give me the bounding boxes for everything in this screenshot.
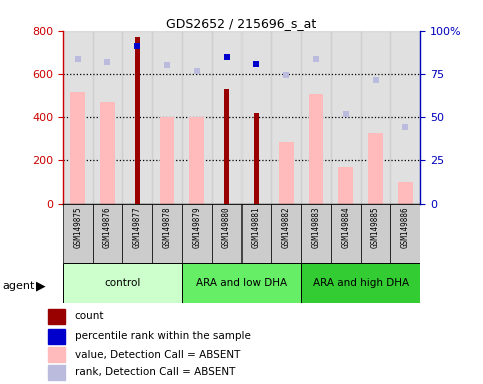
Bar: [48, 329, 65, 344]
Bar: [63, 31, 93, 204]
Bar: [63, 204, 93, 263]
Bar: [189, 117, 204, 204]
Text: GSM149875: GSM149875: [73, 207, 82, 248]
Text: value, Detection Call = ABSENT: value, Detection Call = ABSENT: [75, 350, 240, 360]
Bar: [242, 31, 271, 204]
Bar: [390, 31, 420, 204]
Text: GSM149876: GSM149876: [103, 207, 112, 248]
Bar: [301, 31, 331, 204]
Text: agent: agent: [2, 281, 35, 291]
Bar: [48, 347, 65, 362]
Bar: [309, 94, 324, 204]
Bar: [212, 31, 242, 204]
Bar: [271, 31, 301, 204]
Bar: [100, 102, 115, 204]
Text: GSM149880: GSM149880: [222, 207, 231, 248]
Text: GSM149878: GSM149878: [163, 207, 171, 248]
Bar: [301, 204, 331, 263]
Text: GSM149886: GSM149886: [401, 207, 410, 248]
Bar: [93, 31, 122, 204]
Text: rank, Detection Call = ABSENT: rank, Detection Call = ABSENT: [75, 367, 235, 377]
Bar: [361, 31, 390, 204]
Bar: [93, 204, 122, 263]
Text: GSM149883: GSM149883: [312, 207, 320, 248]
Bar: [182, 263, 301, 303]
Bar: [182, 31, 212, 204]
Bar: [271, 204, 301, 263]
Bar: [338, 167, 353, 204]
Text: ARA and high DHA: ARA and high DHA: [313, 278, 409, 288]
Bar: [70, 92, 85, 204]
Title: GDS2652 / 215696_s_at: GDS2652 / 215696_s_at: [166, 17, 317, 30]
Text: GSM149879: GSM149879: [192, 207, 201, 248]
Bar: [152, 31, 182, 204]
Bar: [279, 142, 294, 204]
Bar: [122, 31, 152, 204]
Text: ARA and low DHA: ARA and low DHA: [196, 278, 287, 288]
Bar: [398, 182, 413, 204]
Bar: [122, 204, 152, 263]
Text: GSM149885: GSM149885: [371, 207, 380, 248]
Bar: [368, 133, 383, 204]
Bar: [390, 204, 420, 263]
Bar: [361, 204, 390, 263]
Bar: [331, 31, 361, 204]
Bar: [224, 89, 229, 204]
Bar: [152, 204, 182, 263]
Text: GSM149877: GSM149877: [133, 207, 142, 248]
Text: GSM149884: GSM149884: [341, 207, 350, 248]
Bar: [159, 117, 174, 204]
Bar: [301, 263, 420, 303]
Bar: [331, 204, 361, 263]
Text: GSM149881: GSM149881: [252, 207, 261, 248]
Text: count: count: [75, 311, 104, 321]
Bar: [242, 204, 271, 263]
Bar: [135, 37, 140, 204]
Bar: [48, 365, 65, 380]
Text: ▶: ▶: [36, 280, 46, 293]
Bar: [182, 204, 212, 263]
Text: GSM149882: GSM149882: [282, 207, 291, 248]
Bar: [254, 113, 259, 204]
Text: percentile rank within the sample: percentile rank within the sample: [75, 331, 251, 341]
Bar: [212, 204, 242, 263]
Bar: [48, 309, 65, 324]
Bar: [63, 263, 182, 303]
Text: control: control: [104, 278, 141, 288]
